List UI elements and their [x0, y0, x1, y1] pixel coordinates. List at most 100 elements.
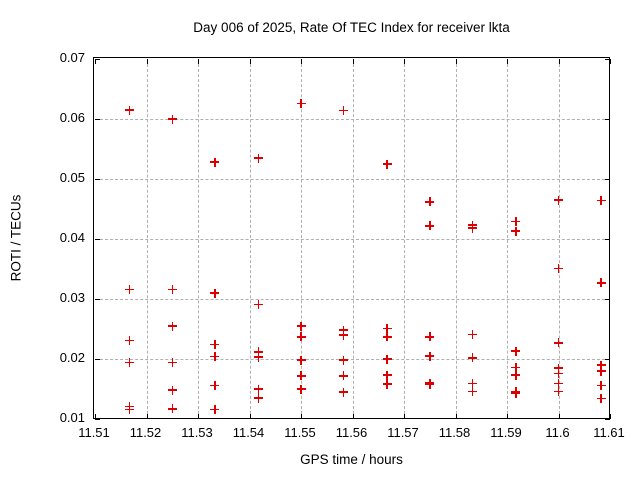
y-tick-label: 0.07 — [59, 50, 85, 65]
data-point-marker — [467, 353, 477, 363]
data-point-marker — [339, 371, 349, 381]
y-tick-label: 0.02 — [59, 350, 85, 365]
data-point-marker — [554, 363, 563, 373]
data-point-marker — [296, 384, 306, 394]
y-tick-mark — [605, 239, 610, 240]
x-tick-label: 11.51 — [78, 425, 110, 440]
y-tick-mark — [95, 119, 100, 120]
x-tick-mark — [404, 59, 405, 64]
data-point-marker — [296, 332, 306, 342]
data-point-marker — [210, 380, 220, 390]
data-point-marker — [554, 338, 563, 348]
x-tick-mark — [610, 414, 611, 419]
x-tick-mark — [146, 59, 148, 64]
y-tick-mark — [605, 299, 610, 300]
data-point-marker — [382, 379, 392, 389]
data-point-marker — [167, 385, 177, 395]
y-tick-mark — [605, 419, 610, 420]
chart-title: Day 006 of 2025, Rate Of TEC Index for r… — [193, 20, 510, 35]
y-tick-mark — [95, 419, 100, 420]
data-point-marker — [596, 360, 606, 370]
data-point-marker — [511, 362, 521, 372]
data-point-marker — [467, 329, 477, 339]
x-tick-mark — [95, 59, 96, 64]
data-point-marker — [253, 393, 263, 403]
data-point-marker — [210, 404, 220, 414]
data-point-marker — [167, 358, 177, 368]
gridline-horizontal — [95, 179, 610, 180]
data-point-marker — [125, 335, 134, 345]
data-point-marker — [554, 263, 563, 273]
data-point-marker — [554, 386, 563, 396]
data-point-marker — [125, 105, 134, 115]
x-tick-label: 11.52 — [129, 425, 162, 440]
y-tick-mark — [95, 299, 100, 300]
x-tick-mark — [198, 414, 199, 419]
data-point-marker — [253, 347, 263, 357]
plot-area — [93, 57, 611, 420]
data-point-marker — [125, 358, 134, 368]
x-tick-mark — [558, 414, 560, 419]
data-point-marker — [596, 366, 606, 376]
data-point-marker — [167, 114, 177, 124]
y-tick-label: 0.05 — [59, 170, 85, 185]
data-point-marker — [425, 221, 435, 231]
x-tick-label: 11.58 — [438, 425, 471, 440]
x-tick-label: 11.59 — [490, 425, 522, 440]
y-tick-mark — [95, 239, 100, 240]
x-axis-label: GPS time / hours — [300, 452, 403, 467]
data-point-marker — [167, 404, 177, 414]
data-point-marker — [511, 388, 521, 398]
data-point-marker — [296, 371, 306, 381]
gridline-horizontal — [95, 299, 610, 300]
data-point-marker — [339, 355, 349, 365]
x-tick-mark — [198, 59, 199, 64]
data-point-marker — [596, 394, 606, 404]
gridline-horizontal — [95, 359, 610, 360]
data-point-marker — [210, 288, 220, 298]
data-point-marker — [296, 321, 306, 331]
x-tick-mark — [558, 59, 560, 64]
data-point-marker — [167, 284, 177, 294]
data-point-marker — [339, 330, 349, 340]
x-tick-label: 11.57 — [387, 425, 419, 440]
data-point-marker — [596, 380, 606, 390]
x-tick-label: 11.54 — [232, 425, 265, 440]
y-tick-mark — [95, 59, 100, 60]
data-point-marker — [511, 346, 521, 356]
x-tick-mark — [455, 414, 457, 419]
x-tick-mark — [95, 414, 96, 419]
x-tick-mark — [301, 59, 302, 64]
data-point-marker — [425, 351, 435, 361]
x-tick-mark — [455, 59, 457, 64]
x-tick-label: 11.56 — [335, 425, 368, 440]
x-tick-mark — [507, 59, 508, 64]
x-tick-label: 11.61 — [593, 425, 625, 440]
x-tick-mark — [146, 414, 148, 419]
data-point-marker — [425, 379, 435, 389]
x-tick-mark — [301, 414, 302, 419]
y-tick-label: 0.01 — [59, 410, 85, 425]
data-point-marker — [210, 352, 220, 362]
y-tick-label: 0.06 — [59, 110, 85, 125]
x-tick-mark — [352, 59, 354, 64]
y-tick-label: 0.03 — [59, 290, 85, 305]
data-point-marker — [339, 387, 349, 397]
data-point-marker — [554, 368, 563, 378]
data-point-marker — [296, 355, 306, 365]
data-point-marker — [382, 159, 392, 169]
data-point-marker — [253, 352, 263, 362]
data-point-marker — [210, 157, 220, 167]
data-point-marker — [596, 196, 606, 206]
data-point-marker — [467, 379, 477, 389]
data-point-marker — [425, 197, 435, 207]
data-point-marker — [425, 332, 435, 342]
data-point-marker — [554, 379, 563, 389]
gridline-horizontal — [95, 119, 610, 120]
data-point-marker — [167, 321, 177, 331]
data-point-marker — [511, 226, 521, 236]
x-tick-label: 11.55 — [284, 425, 316, 440]
data-point-marker — [339, 325, 349, 335]
data-point-marker — [554, 195, 563, 205]
